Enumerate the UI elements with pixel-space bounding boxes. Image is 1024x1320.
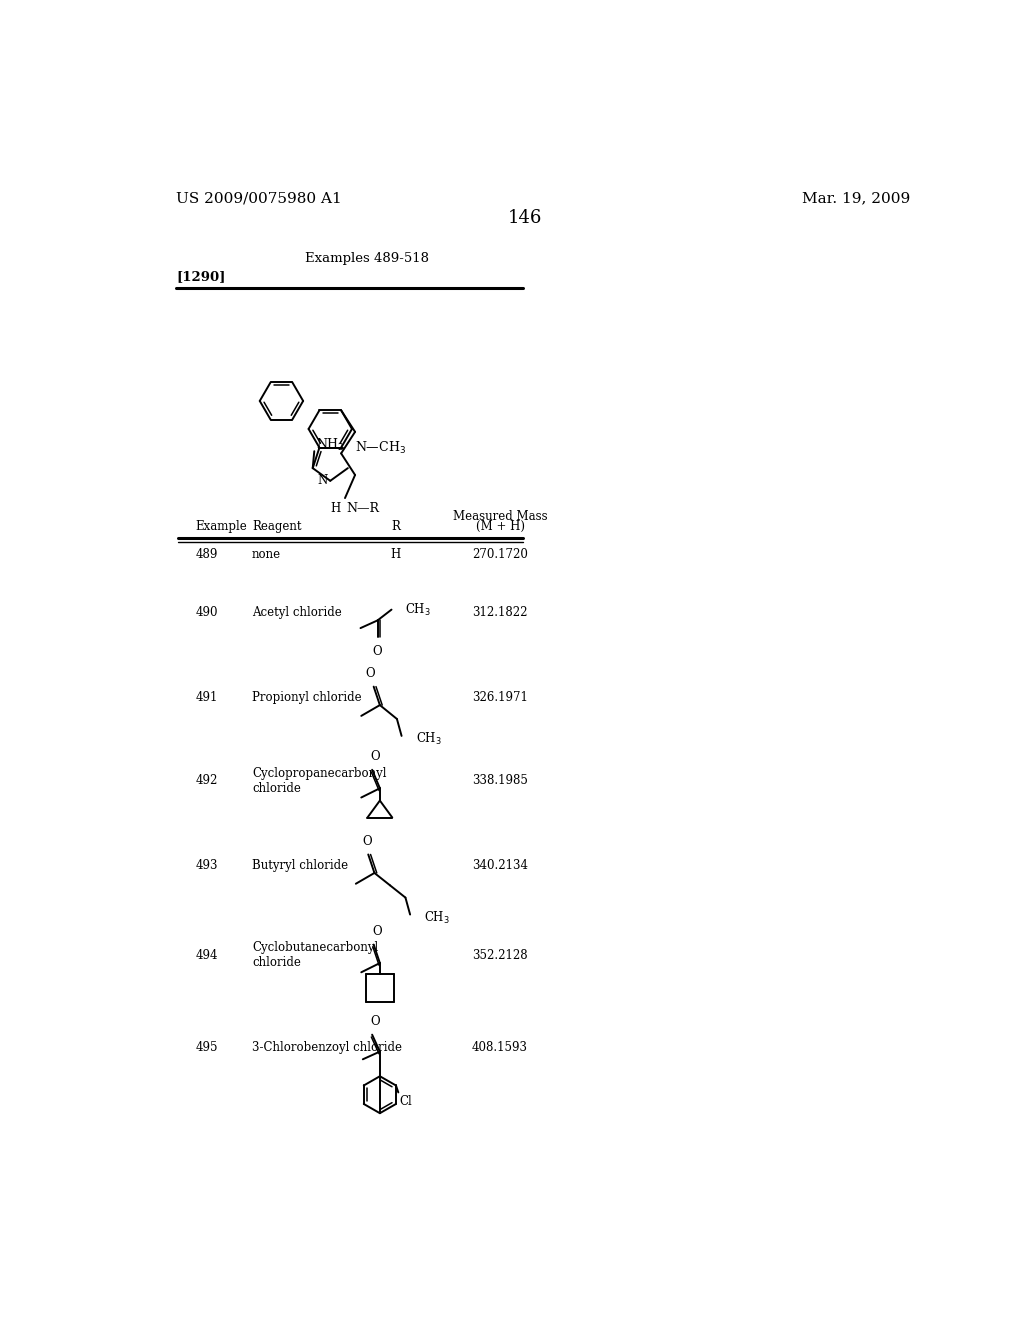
- Text: 338.1985: 338.1985: [472, 774, 528, 787]
- Text: none: none: [252, 548, 282, 561]
- Text: N—CH$_3$: N—CH$_3$: [355, 440, 406, 455]
- Text: O: O: [361, 834, 372, 847]
- Text: O: O: [373, 645, 382, 659]
- Text: R: R: [391, 520, 399, 533]
- Text: 146: 146: [508, 210, 542, 227]
- Text: Butyryl chloride: Butyryl chloride: [252, 859, 348, 871]
- Text: H: H: [390, 548, 400, 561]
- Text: Measured Mass: Measured Mass: [453, 510, 547, 523]
- Text: 493: 493: [196, 859, 218, 871]
- Text: H: H: [330, 503, 340, 515]
- Text: 494: 494: [196, 949, 218, 962]
- Text: Propionyl chloride: Propionyl chloride: [252, 690, 361, 704]
- Text: [1290]: [1290]: [176, 269, 225, 282]
- Text: N—R: N—R: [346, 503, 380, 515]
- Text: Example: Example: [196, 520, 247, 533]
- Text: Cyclobutanecarbonyl
chloride: Cyclobutanecarbonyl chloride: [252, 941, 378, 969]
- Text: N: N: [316, 474, 328, 487]
- Text: Cl: Cl: [399, 1094, 412, 1107]
- Text: 312.1822: 312.1822: [472, 606, 527, 619]
- Text: CH$_3$: CH$_3$: [406, 602, 431, 618]
- Text: CH$_3$: CH$_3$: [416, 731, 441, 747]
- Text: O: O: [366, 668, 376, 681]
- Text: 495: 495: [196, 1041, 218, 1055]
- Text: 490: 490: [196, 606, 218, 619]
- Text: 3-Chlorobenzoyl chloride: 3-Chlorobenzoyl chloride: [252, 1041, 402, 1055]
- Text: 489: 489: [196, 548, 218, 561]
- Text: Mar. 19, 2009: Mar. 19, 2009: [802, 191, 910, 206]
- Text: Examples 489-518: Examples 489-518: [305, 252, 429, 265]
- Text: NH$_2$: NH$_2$: [315, 437, 344, 453]
- Text: 491: 491: [196, 690, 218, 704]
- Text: 352.2128: 352.2128: [472, 949, 527, 962]
- Text: O: O: [371, 750, 380, 763]
- Text: 492: 492: [196, 774, 218, 787]
- Text: Reagent: Reagent: [252, 520, 301, 533]
- Text: Cyclopropanecarbonyl
chloride: Cyclopropanecarbonyl chloride: [252, 767, 386, 795]
- Text: 340.2134: 340.2134: [472, 859, 528, 871]
- Text: (M + H): (M + H): [475, 520, 524, 533]
- Text: US 2009/0075980 A1: US 2009/0075980 A1: [176, 191, 342, 206]
- Text: Acetyl chloride: Acetyl chloride: [252, 606, 342, 619]
- Text: O: O: [371, 1015, 380, 1028]
- Text: 408.1593: 408.1593: [472, 1041, 528, 1055]
- Text: 270.1720: 270.1720: [472, 548, 528, 561]
- Text: 326.1971: 326.1971: [472, 690, 528, 704]
- Text: CH$_3$: CH$_3$: [424, 909, 450, 925]
- Text: O: O: [372, 924, 382, 937]
